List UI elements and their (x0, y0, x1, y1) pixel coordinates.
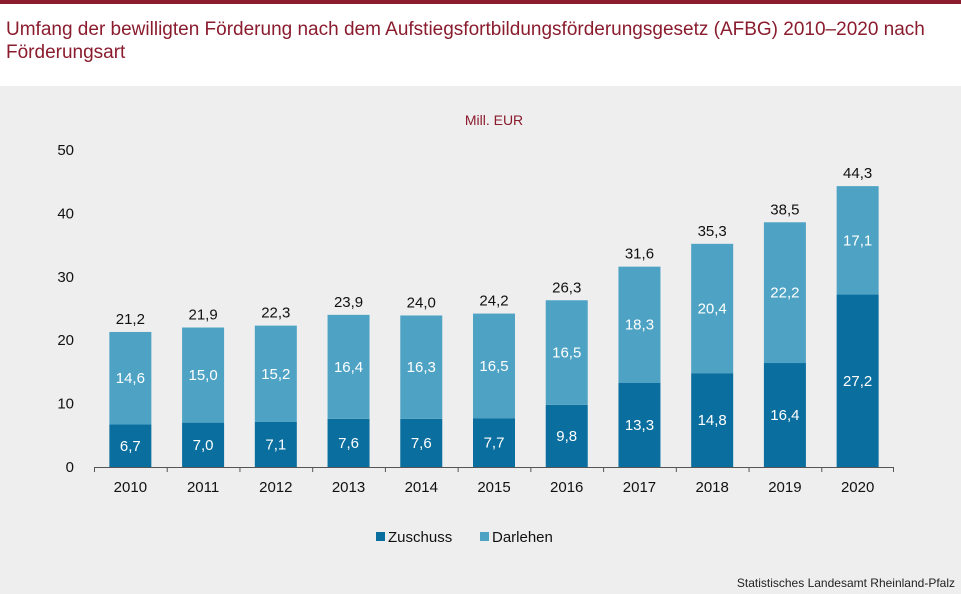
bar-label-zuschuss: 7,0 (193, 437, 214, 454)
top-rule (0, 0, 961, 4)
bar-darlehen (109, 331, 152, 425)
bar-zuschuss (400, 418, 443, 467)
y-tick-label: 20 (57, 332, 74, 349)
bar-total-label: 21,9 (188, 307, 217, 324)
source-note: Statistisches Landesamt Rheinland-Pfalz (736, 576, 955, 590)
bar-total-label: 21,2 (116, 311, 145, 328)
bar-label-zuschuss: 7,7 (484, 435, 505, 452)
bar-darlehen (836, 186, 879, 295)
bar-label-zuschuss: 6,7 (120, 438, 141, 455)
y-tick-label: 10 (57, 396, 74, 413)
legend-label-darlehen: Darlehen (492, 529, 553, 546)
bar-darlehen (182, 327, 225, 423)
bar-zuschuss (618, 382, 661, 467)
bar-zuschuss (254, 421, 297, 467)
bar-zuschuss (763, 363, 806, 467)
bar-label-zuschuss: 7,6 (338, 435, 359, 452)
bar-label-darlehen: 18,3 (625, 317, 654, 334)
legend-swatch-zuschuss (376, 532, 385, 541)
x-tick-label: 2017 (623, 479, 656, 496)
bar-zuschuss (836, 294, 879, 467)
x-tick-label: 2010 (114, 479, 147, 496)
y-tick-label: 50 (57, 142, 74, 159)
bar-label-darlehen: 16,4 (334, 359, 363, 376)
x-tick-label: 2013 (332, 479, 365, 496)
y-tick-label: 40 (57, 205, 74, 222)
bar-darlehen (254, 325, 297, 422)
y-tick-label: 30 (57, 269, 74, 286)
bar-label-zuschuss: 14,8 (698, 412, 727, 429)
x-tick-label: 2016 (550, 479, 583, 496)
bar-label-darlehen: 16,5 (479, 358, 508, 375)
bar-label-darlehen: 16,3 (407, 359, 436, 376)
y-tick-label: 0 (66, 459, 74, 476)
bar-total-label: 38,5 (770, 201, 799, 218)
bar-label-darlehen: 15,0 (188, 367, 217, 384)
x-tick-label: 2020 (841, 479, 874, 496)
legend-swatch-darlehen (480, 532, 489, 541)
bar-zuschuss (327, 418, 370, 467)
bar-total-label: 44,3 (843, 165, 872, 182)
x-tick-label: 2012 (259, 479, 292, 496)
bar-label-darlehen: 15,2 (261, 366, 290, 383)
bar-label-zuschuss: 7,6 (411, 435, 432, 452)
unit-label: Mill. EUR (465, 112, 523, 128)
bar-zuschuss (691, 373, 734, 467)
bar-zuschuss (545, 404, 588, 467)
x-tick-label: 2011 (187, 479, 219, 496)
bar-darlehen (763, 222, 806, 364)
x-tick-label: 2014 (405, 479, 438, 496)
x-tick-label: 2018 (695, 479, 728, 496)
bar-darlehen (327, 314, 370, 419)
bar-zuschuss (182, 422, 225, 467)
bar-total-label: 23,9 (334, 294, 363, 311)
bar-label-darlehen: 16,5 (552, 345, 581, 362)
bar-label-zuschuss: 16,4 (770, 407, 799, 424)
bar-label-darlehen: 14,6 (116, 370, 145, 387)
x-tick-label: 2015 (477, 479, 510, 496)
bar-darlehen (618, 266, 661, 383)
bar-total-label: 31,6 (625, 246, 654, 263)
legend-label-zuschuss: Zuschuss (388, 529, 452, 546)
bar-darlehen (400, 315, 443, 419)
bar-label-zuschuss: 7,1 (265, 436, 286, 453)
chart-title: Umfang der bewilligten Förderung nach de… (6, 19, 925, 63)
bar-total-label: 22,3 (261, 305, 290, 322)
bar-total-label: 35,3 (698, 223, 727, 240)
bar-label-zuschuss: 27,2 (843, 373, 872, 390)
bar-total-label: 26,3 (552, 279, 581, 296)
bar-label-zuschuss: 13,3 (625, 417, 654, 434)
bar-label-darlehen: 17,1 (843, 232, 872, 249)
x-tick-label: 2019 (768, 479, 801, 496)
bar-total-label: 24,2 (479, 293, 508, 310)
bar-darlehen (545, 300, 588, 405)
bar-total-label: 24,0 (407, 294, 436, 311)
bar-label-darlehen: 20,4 (698, 301, 727, 318)
bar-zuschuss (473, 418, 515, 467)
bar-darlehen (691, 243, 734, 374)
bar-label-darlehen: 22,2 (770, 285, 799, 302)
bar-zuschuss (109, 424, 152, 467)
bar-label-zuschuss: 9,8 (556, 428, 577, 445)
bar-darlehen (473, 313, 515, 419)
